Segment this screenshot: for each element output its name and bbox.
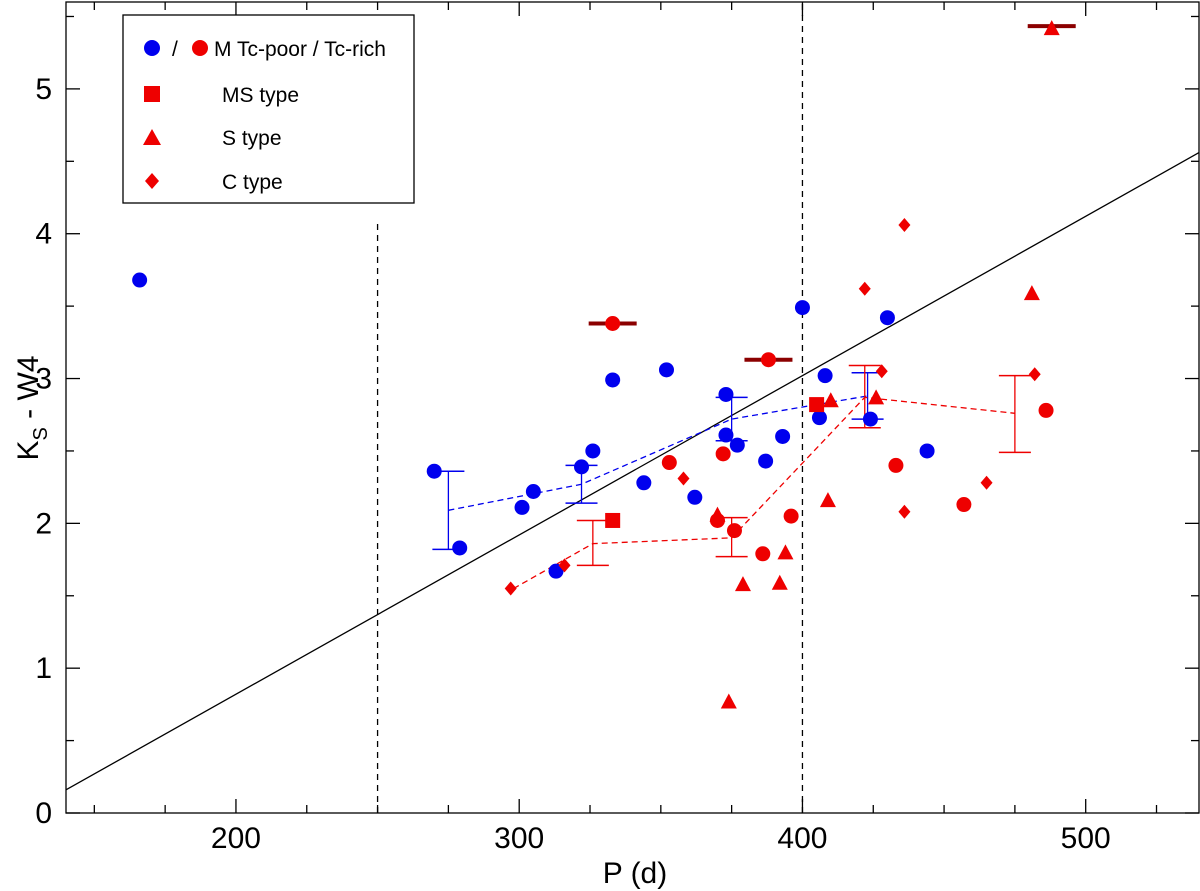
data-point-circle xyxy=(452,540,468,556)
data-point-triangle xyxy=(1023,285,1040,301)
data-point-circle xyxy=(687,489,703,505)
legend-label-ms: MS type xyxy=(222,84,299,107)
bin-mean-line-0 xyxy=(448,395,868,511)
data-point-circle xyxy=(879,310,895,326)
data-point-circle xyxy=(1038,402,1054,418)
data-point-triangle xyxy=(822,392,839,408)
data-point-circle xyxy=(718,386,734,402)
data-point-diamond xyxy=(858,281,871,296)
data-point-circle xyxy=(514,499,530,515)
axis-ticks: 200 300 400 500 0 1 2 3 4 5 xyxy=(35,2,1199,855)
data-point-circle xyxy=(755,546,771,562)
data-point-circle xyxy=(758,453,774,469)
limit-triangle xyxy=(1043,20,1060,36)
limit-circle xyxy=(760,352,776,368)
data-point-diamond xyxy=(875,364,888,379)
y-tick-label: 5 xyxy=(35,73,52,106)
legend-red-circle-icon xyxy=(192,40,208,56)
legend-entry-ms: MS type xyxy=(144,84,299,107)
y-axis-label-tail: - W4 xyxy=(12,355,45,427)
data-point-limit-circle xyxy=(744,352,793,368)
y-tick-label: 3 xyxy=(35,363,52,396)
y-tick-label: 0 xyxy=(35,797,52,830)
legend: / M Tc-poor / Tc-rich MS type S type C t… xyxy=(122,14,415,204)
legend-label-c: C type xyxy=(222,171,283,194)
data-point-circle xyxy=(729,437,745,453)
data-point-diamond xyxy=(677,471,690,486)
data-point-circle xyxy=(658,362,674,378)
legend-blue-circle-icon xyxy=(144,40,160,56)
legend-red-square-icon xyxy=(144,86,160,102)
data-point-triangle xyxy=(868,389,885,405)
data-point-circle xyxy=(811,410,827,426)
fit-line xyxy=(65,152,1200,791)
data-point-circle xyxy=(817,368,833,384)
data-point-square xyxy=(809,397,825,413)
data-point-circle xyxy=(574,459,590,475)
data-point-circle xyxy=(718,427,734,443)
data-point-circle xyxy=(585,443,601,459)
x-tick-label: 500 xyxy=(1061,822,1111,855)
data-point-triangle xyxy=(819,492,836,508)
legend-entry-m-tc: / M Tc-poor / Tc-rich xyxy=(144,38,386,61)
data-point-diamond xyxy=(980,475,993,490)
data-point-circle xyxy=(132,272,148,288)
data-point-diamond xyxy=(898,504,911,519)
data-point-triangle xyxy=(777,544,794,560)
data-point-square xyxy=(605,512,621,528)
legend-red-triangle-icon xyxy=(143,129,161,145)
legend-box xyxy=(122,14,415,204)
data-point-diamond xyxy=(898,218,911,233)
data-point-circle xyxy=(794,300,810,316)
legend-red-diamond-icon xyxy=(145,173,159,189)
limit-circle xyxy=(605,316,621,332)
data-point-circle xyxy=(661,455,677,471)
data-point-circle xyxy=(783,508,799,524)
error-bar xyxy=(432,470,465,551)
y-tick-label: 2 xyxy=(35,507,52,540)
x-tick-label: 300 xyxy=(494,822,544,855)
y-tick-label: 4 xyxy=(35,218,52,251)
data-point-limit-circle xyxy=(588,316,637,332)
legend-separator: / xyxy=(172,38,178,61)
data-point-circle xyxy=(775,428,791,444)
data-point-circle xyxy=(888,457,904,473)
data-point-circle xyxy=(548,563,564,579)
legend-entry-c: C type xyxy=(145,171,283,194)
plot-layer xyxy=(65,2,1200,813)
data-point-triangle xyxy=(709,506,726,522)
legend-entry-s: S type xyxy=(143,127,282,150)
y-axis-label: KS - W4 xyxy=(12,355,52,460)
data-point-diamond xyxy=(1028,367,1041,382)
data-point-diamond xyxy=(504,581,517,596)
error-bar xyxy=(998,374,1031,454)
x-tick-label: 200 xyxy=(211,822,261,855)
legend-label-m-tc: M Tc-poor / Tc-rich xyxy=(214,38,386,61)
data-point-circle xyxy=(426,463,442,479)
data-point-circle xyxy=(715,446,731,462)
data-point-circle xyxy=(636,475,652,491)
data-point-circle xyxy=(726,523,742,539)
plot-frame xyxy=(65,1,1200,814)
y-axis-label-subscript: S xyxy=(30,427,52,440)
data-point-limit-triangle xyxy=(1027,20,1076,36)
data-point-circle xyxy=(956,497,972,513)
x-tick-label: 400 xyxy=(777,822,827,855)
data-point-circle xyxy=(919,443,935,459)
data-point-triangle xyxy=(720,693,737,709)
error-bar xyxy=(576,519,609,567)
data-point-triangle xyxy=(771,574,788,590)
y-tick-label: 1 xyxy=(35,652,52,685)
data-point-diamond xyxy=(558,558,571,573)
x-axis-label: P (d) xyxy=(603,857,667,890)
data-point-circle xyxy=(605,372,621,388)
data-point-circle xyxy=(862,411,878,427)
legend-label-s: S type xyxy=(222,127,282,150)
data-point-circle xyxy=(525,483,541,499)
data-point-triangle xyxy=(734,576,751,592)
y-axis-label-main: K xyxy=(12,441,45,461)
